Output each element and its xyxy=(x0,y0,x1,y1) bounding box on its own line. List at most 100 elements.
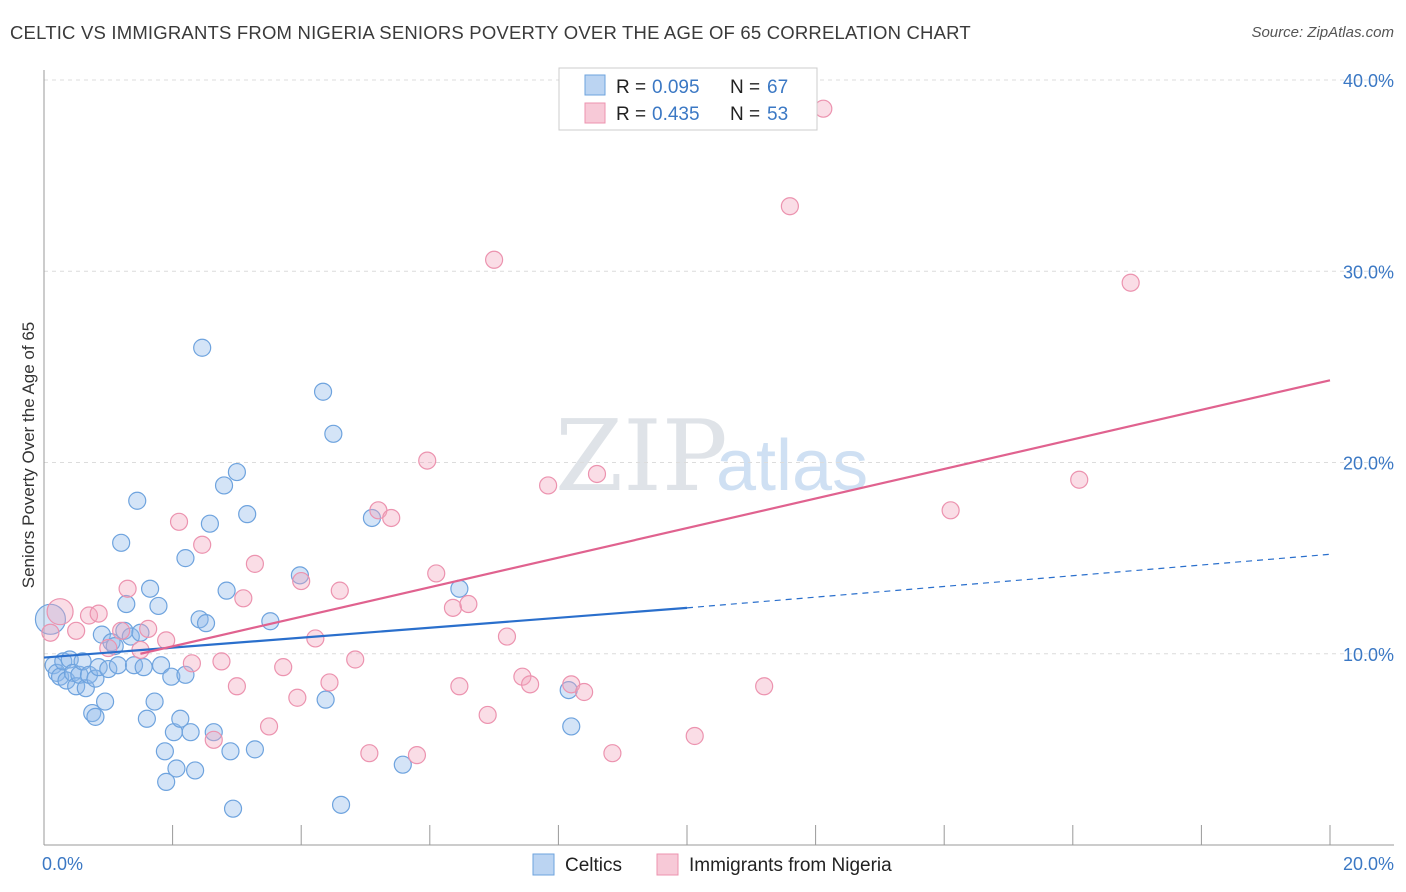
point-celtics-22 xyxy=(108,656,128,675)
point-nigeria-50 xyxy=(941,501,960,520)
point-nigeria-39 xyxy=(513,667,532,686)
point-nigeria-52 xyxy=(1121,273,1140,292)
legend-n-value-nigeria: 53 xyxy=(767,104,788,125)
point-nigeria-24 xyxy=(320,673,339,692)
point-nigeria-19 xyxy=(259,717,279,736)
point-nigeria-35 xyxy=(459,594,478,614)
point-celtics-53 xyxy=(221,742,240,761)
point-celtics-26 xyxy=(121,627,140,646)
point-nigeria-18 xyxy=(245,554,265,573)
point-celtics-62 xyxy=(324,424,343,443)
y-tick-label-1: 20.0% xyxy=(1343,454,1394,474)
point-nigeria-32 xyxy=(427,564,446,583)
data-points xyxy=(34,99,1140,818)
source-label: Source: ZipAtlas.com xyxy=(1251,24,1394,41)
point-celtics-37 xyxy=(157,772,176,791)
legend-bottom-swatch-celtics xyxy=(532,853,555,876)
point-celtics-50 xyxy=(204,723,223,742)
point-nigeria-27 xyxy=(360,744,379,763)
y-tick-label-2: 30.0% xyxy=(1343,262,1394,282)
point-celtics-44 xyxy=(181,723,200,742)
point-nigeria-20 xyxy=(274,658,293,677)
point-celtics-41 xyxy=(171,709,190,728)
point-celtics-38 xyxy=(162,667,181,686)
point-celtics-18 xyxy=(95,692,115,711)
point-celtics-0 xyxy=(34,603,67,635)
point-celtics-47 xyxy=(193,338,212,357)
trend-line-celtics xyxy=(43,606,688,659)
point-nigeria-14 xyxy=(204,730,223,749)
point-nigeria-46 xyxy=(685,726,704,746)
legend-r-label-celtics: R = xyxy=(616,77,646,98)
point-celtics-52 xyxy=(217,581,236,600)
legend-bottom-label-nigeria: Immigrants from Nigeria xyxy=(689,855,892,876)
point-celtics-35 xyxy=(151,656,171,675)
point-celtics-28 xyxy=(128,491,147,510)
point-celtics-59 xyxy=(290,566,310,585)
point-nigeria-13 xyxy=(193,535,212,554)
point-celtics-14 xyxy=(86,669,105,688)
point-nigeria-51 xyxy=(1070,470,1089,489)
point-nigeria-15 xyxy=(212,652,231,671)
legend-swatch-celtics xyxy=(584,74,606,96)
point-celtics-25 xyxy=(117,594,136,614)
point-nigeria-12 xyxy=(182,654,201,673)
point-nigeria-23 xyxy=(306,629,325,648)
point-celtics-54 xyxy=(223,799,243,818)
point-nigeria-1 xyxy=(46,598,74,626)
legend-r-value-celtics: 0.095 xyxy=(652,77,700,98)
y-axis-title: Seniors Poverty Over the Age of 65 xyxy=(19,322,38,588)
point-nigeria-9 xyxy=(139,619,158,638)
point-nigeria-25 xyxy=(330,581,349,600)
legend-bottom-swatch-nigeria xyxy=(656,853,679,876)
y-tick-labels: 10.0% 20.0% 30.0% 40.0% xyxy=(1343,71,1394,665)
point-celtics-51 xyxy=(214,476,234,495)
point-celtics-68 xyxy=(562,717,581,736)
point-celtics-36 xyxy=(155,742,174,761)
point-celtics-30 xyxy=(134,658,153,677)
grid-lines xyxy=(44,79,1394,655)
legend-n-value-celtics: 67 xyxy=(767,77,788,98)
legend-r-value-nigeria: 0.435 xyxy=(652,104,700,125)
point-nigeria-30 xyxy=(407,746,427,765)
point-celtics-42 xyxy=(176,665,195,684)
point-nigeria-37 xyxy=(485,250,504,269)
point-nigeria-6 xyxy=(112,621,131,640)
point-nigeria-48 xyxy=(780,197,799,216)
point-nigeria-36 xyxy=(478,705,497,725)
point-nigeria-44 xyxy=(587,464,607,484)
legend-bottom-label-celtics: Celtics xyxy=(565,855,622,876)
point-celtics-40 xyxy=(167,759,186,778)
y-tick-label-3: 40.0% xyxy=(1343,71,1394,91)
x-tick-label-max: 20.0% xyxy=(1343,854,1394,874)
point-celtics-31 xyxy=(137,709,156,728)
point-celtics-60 xyxy=(313,382,333,401)
point-celtics-63 xyxy=(331,795,351,814)
point-nigeria-21 xyxy=(288,688,307,707)
legend-n-label-nigeria: N = xyxy=(730,104,760,125)
point-celtics-32 xyxy=(140,579,160,598)
y-tick-label-0: 10.0% xyxy=(1343,645,1394,665)
legend-top: R = 0.095 N = 67 R = 0.435 N = 53 xyxy=(558,67,818,131)
point-nigeria-17 xyxy=(234,589,253,608)
point-celtics-48 xyxy=(196,614,216,633)
legend-bottom: Celtics Immigrants from Nigeria xyxy=(532,853,892,876)
point-nigeria-4 xyxy=(89,604,108,623)
point-nigeria-11 xyxy=(169,512,189,531)
point-nigeria-31 xyxy=(418,451,437,470)
point-nigeria-26 xyxy=(346,650,365,669)
point-celtics-33 xyxy=(145,692,164,711)
point-nigeria-7 xyxy=(118,579,137,598)
point-celtics-55 xyxy=(227,462,246,482)
point-celtics-23 xyxy=(112,533,131,552)
point-celtics-45 xyxy=(186,761,205,780)
point-nigeria-47 xyxy=(755,677,774,696)
point-nigeria-43 xyxy=(575,682,594,702)
point-nigeria-45 xyxy=(603,744,622,763)
point-nigeria-34 xyxy=(450,677,469,696)
trend-line-nigeria xyxy=(140,379,1331,655)
legend-r-label-nigeria: R = xyxy=(616,104,646,125)
point-celtics-57 xyxy=(245,740,265,759)
legend-swatch-nigeria xyxy=(584,102,606,124)
